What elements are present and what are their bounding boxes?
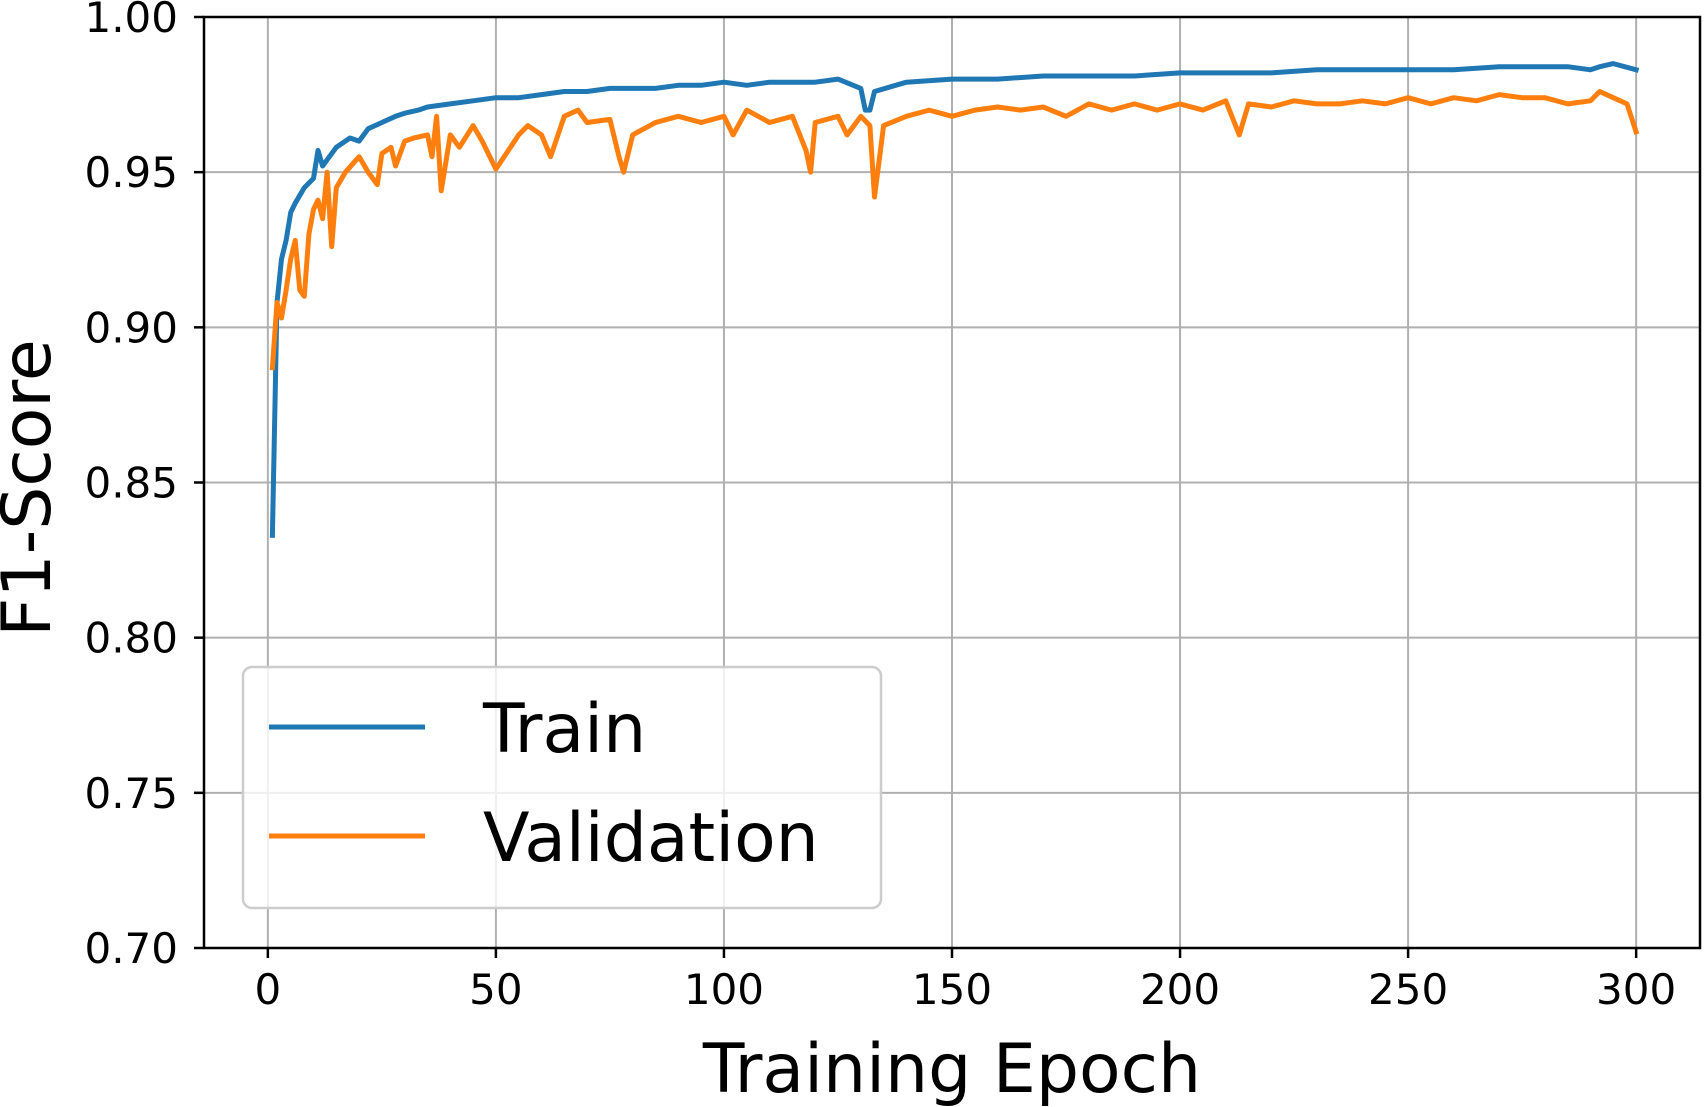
x-tick-label: 250	[1368, 965, 1448, 1014]
y-axis-label: F1-Score	[0, 339, 67, 636]
x-tick-label: 100	[684, 965, 764, 1014]
legend-label-validation: Validation	[483, 799, 819, 878]
x-tick-label: 150	[912, 965, 992, 1014]
axis-ticks: 0 50 100 150 200 250 300 0.70 0.75 0.80 0.85 0.90 0.…	[84, 0, 1676, 1014]
series-line-validation	[269, 89, 1640, 371]
legend: Train Validation	[241, 665, 883, 910]
y-tick-label: 0.95	[84, 148, 178, 197]
x-tick-label: 200	[1140, 965, 1220, 1014]
legend-label-train: Train	[482, 690, 646, 769]
y-tick-label: 0.90	[84, 303, 178, 352]
y-tick-label: 0.85	[84, 459, 178, 508]
y-tick-label: 0.80	[84, 614, 178, 663]
x-tick-label: 300	[1596, 965, 1676, 1014]
y-tick-label: 1.00	[84, 0, 178, 42]
x-tick-label: 50	[469, 965, 522, 1014]
y-tick-label: 0.70	[84, 924, 178, 973]
x-tick-label: 0	[254, 965, 281, 1014]
series-layer	[269, 61, 1640, 538]
x-axis-label: Training Epoch	[702, 1030, 1201, 1107]
series-line-train	[269, 61, 1640, 538]
y-tick-label: 0.75	[84, 769, 178, 818]
